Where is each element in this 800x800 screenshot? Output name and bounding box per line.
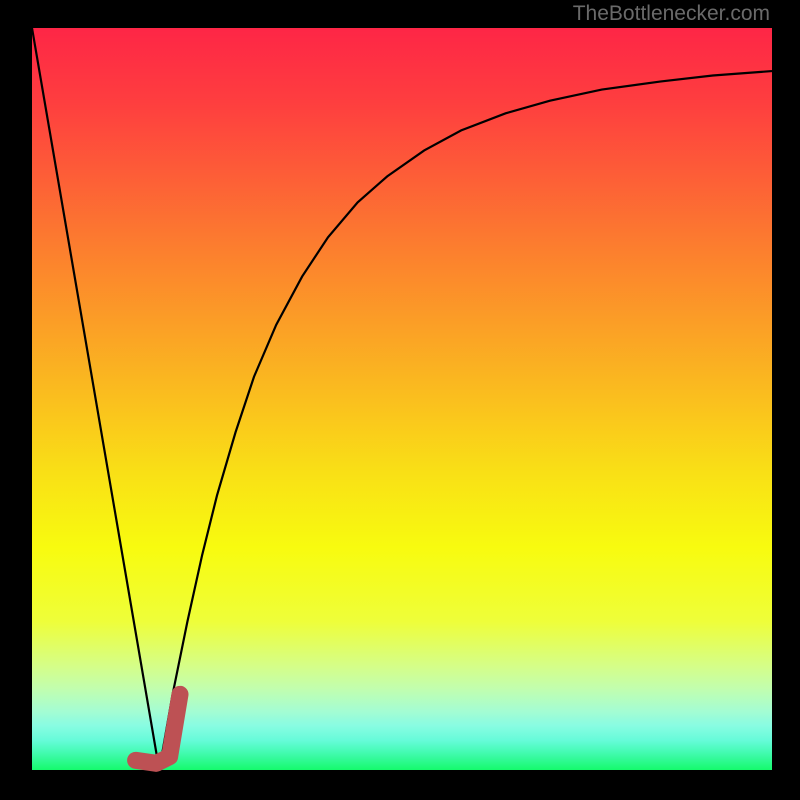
descent-line xyxy=(32,28,159,770)
watermark-text: TheBottlenecker.com xyxy=(573,2,770,26)
recovery-curve xyxy=(159,71,772,770)
j-marker xyxy=(136,694,180,763)
curve-layer xyxy=(32,28,772,770)
chart-container: TheBottlenecker.com xyxy=(0,0,800,800)
plot-area xyxy=(32,28,772,770)
